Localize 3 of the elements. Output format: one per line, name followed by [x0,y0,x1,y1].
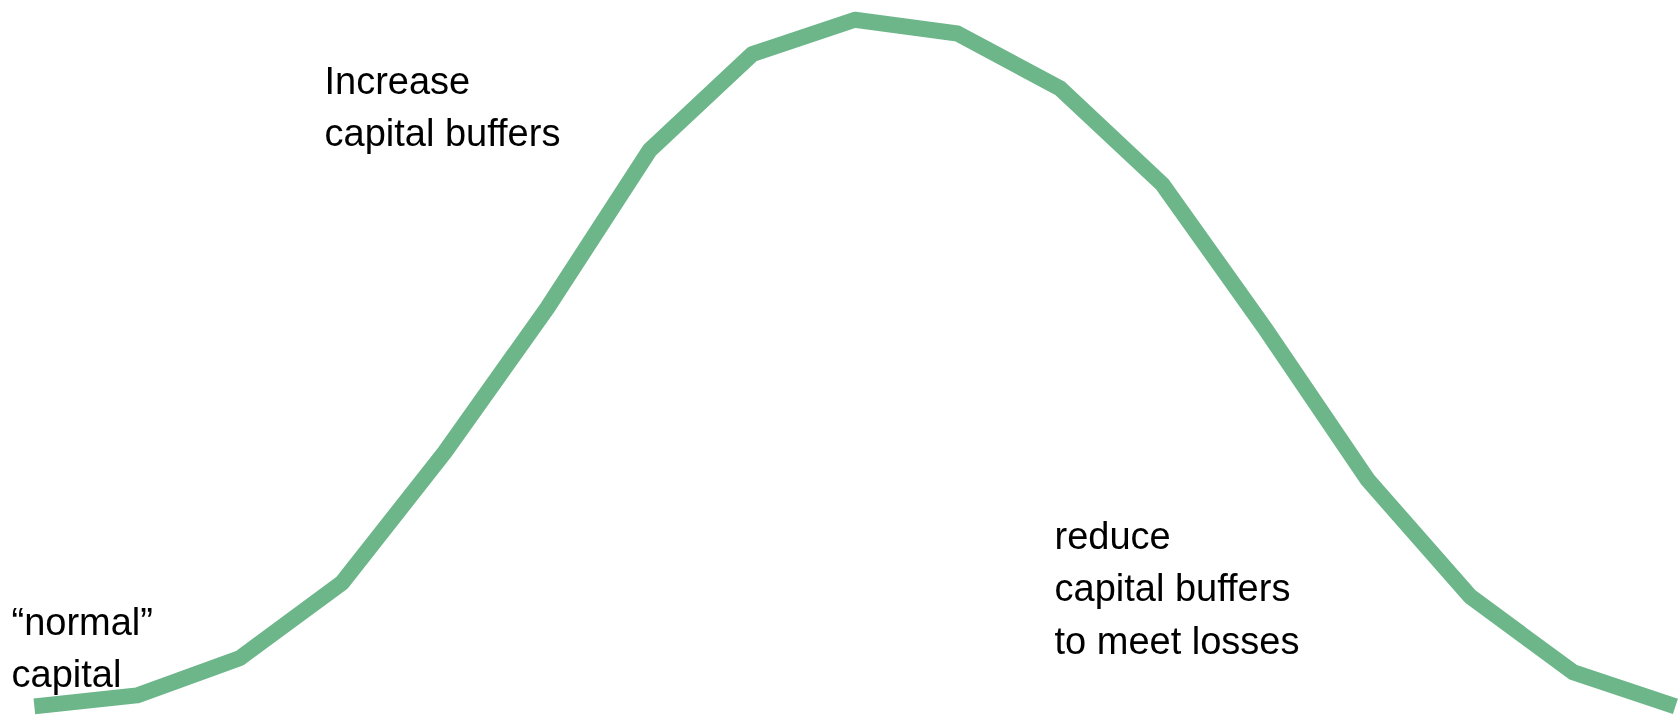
annotation: Increase capital buffers [324,59,561,154]
annotation: “normal” capital [11,600,153,695]
annotation: reduce capital buffers to meet losses [1054,514,1300,662]
